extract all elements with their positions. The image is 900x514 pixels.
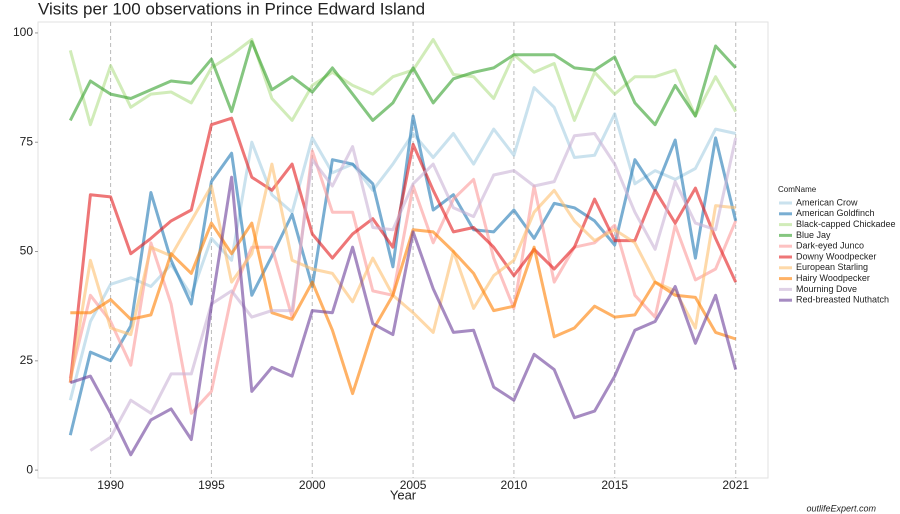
watermark: outlifeExpert.com [806, 503, 876, 513]
legend-label: Red-breasted Nuthatch [796, 295, 889, 305]
legend-label: Mourning Dove [796, 284, 857, 294]
x-tick-label: 2000 [299, 478, 326, 492]
series-line [69, 175, 738, 457]
x-tick-label: 2021 [722, 478, 749, 492]
x-tick-label: 2015 [601, 478, 628, 492]
legend-label: Black-capped Chickadee [796, 219, 896, 229]
series-line [68, 149, 738, 415]
legend-label: European Starling [796, 262, 868, 272]
series-line [68, 40, 737, 127]
plot-border [37, 21, 769, 479]
legend-label: Dark-eyed Junco [796, 241, 864, 251]
legend-title: ComName [778, 185, 817, 194]
series-line [68, 162, 736, 383]
y-tick-label: 75 [20, 134, 34, 148]
x-tick-label: 1995 [198, 478, 225, 492]
x-tick-label: 2005 [400, 478, 427, 492]
series-line [68, 38, 737, 127]
legend-label: American Crow [796, 197, 858, 207]
series-line [89, 132, 738, 452]
x-tick-label: 2010 [501, 478, 528, 492]
legend-label: American Goldfinch [796, 208, 875, 218]
series-line [68, 116, 738, 383]
legend-label: Downy Woodpecker [796, 251, 876, 261]
x-tick-label: 1990 [97, 478, 124, 492]
x-axis-label: Year [390, 487, 417, 502]
series-line [70, 221, 737, 396]
chart-title: Visits per 100 observations in Prince Ed… [38, 0, 425, 18]
y-tick-label: 0 [26, 462, 33, 476]
y-tick-label: 100 [13, 25, 33, 39]
y-tick-label: 25 [20, 353, 34, 367]
legend-label: Hairy Woodpecker [796, 273, 870, 283]
y-tick-label: 50 [20, 244, 34, 258]
legend-label: Blue Jay [796, 230, 831, 240]
